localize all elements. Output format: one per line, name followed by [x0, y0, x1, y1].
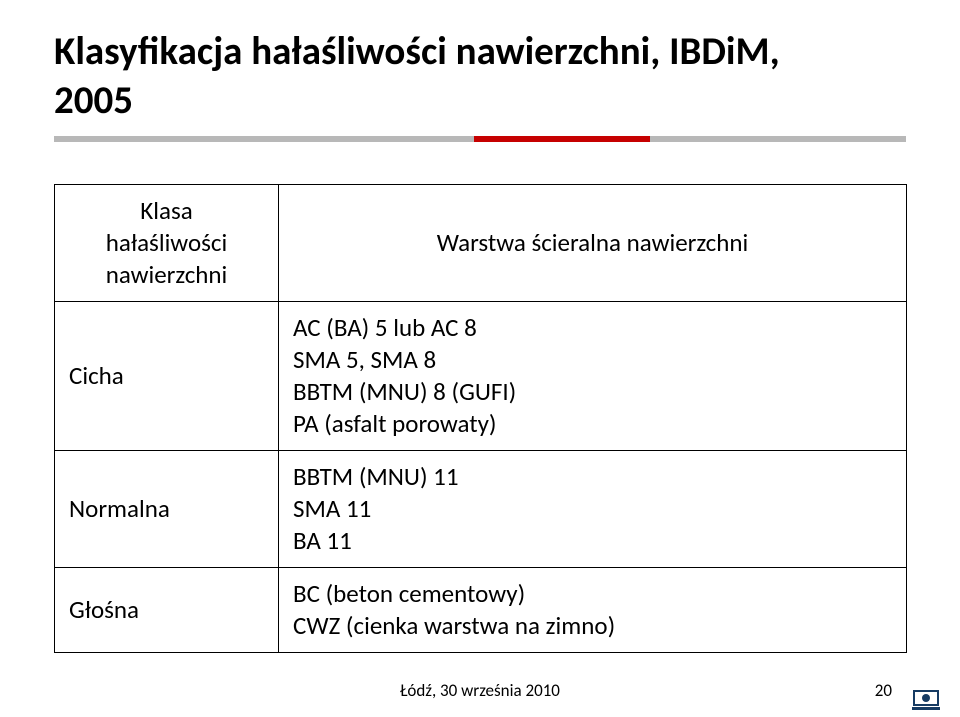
table-row: Cicha AC (BA) 5 lub AC 8 SMA 5, SMA 8 BB…	[55, 301, 907, 450]
row1-line1: SMA 11	[293, 493, 371, 524]
accent-bar	[54, 136, 906, 142]
table-header-row: Klasa hałaśliwości nawierzchni Warstwa ś…	[55, 184, 907, 301]
logo-icon	[912, 687, 940, 711]
slide-title: Klasyfikacja hałaśliwości nawierzchni, I…	[54, 28, 906, 126]
header-left: Klasa hałaśliwości nawierzchni	[55, 184, 279, 301]
slide: Klasyfikacja hałaśliwości nawierzchni, I…	[0, 0, 960, 717]
row1-line0: BBTM (MNU) 11	[293, 461, 459, 492]
row0-line3: PA (asfalt porowaty)	[293, 408, 497, 439]
header-left-line3: nawierzchni	[106, 259, 228, 290]
row0-line1: SMA 5, SMA 8	[293, 344, 436, 375]
row2-line1: CWZ (cienka warstwa na zimno)	[293, 610, 615, 641]
accent-bar-red	[474, 136, 650, 142]
header-left-line1: Klasa	[140, 195, 192, 226]
title-line-2: 2005	[54, 77, 133, 124]
row-content-0: AC (BA) 5 lub AC 8 SMA 5, SMA 8 BBTM (MN…	[279, 301, 907, 450]
title-line-1: Klasyfikacja hałaśliwości nawierzchni, I…	[54, 28, 780, 75]
row0-line2: BBTM (MNU) 8 (GUFI)	[293, 376, 516, 407]
header-left-line2: hałaśliwości	[106, 227, 227, 258]
footer-text: Łódź, 30 września 2010	[0, 680, 960, 701]
table-row: Głośna BC (beton cementowy) CWZ (cienka …	[55, 567, 907, 652]
row-label-1: Normalna	[55, 450, 279, 567]
row-content-2: BC (beton cementowy) CWZ (cienka warstwa…	[279, 567, 907, 652]
row-content-1: BBTM (MNU) 11 SMA 11 BA 11	[279, 450, 907, 567]
row2-line0: BC (beton cementowy)	[293, 578, 525, 609]
header-right-text: Warstwa ścieralna nawierzchni	[437, 227, 749, 258]
row-label-0: Cicha	[55, 301, 279, 450]
header-right: Warstwa ścieralna nawierzchni	[279, 184, 907, 301]
classification-table: Klasa hałaśliwości nawierzchni Warstwa ś…	[54, 184, 907, 653]
row1-line2: BA 11	[293, 525, 352, 556]
row0-line0: AC (BA) 5 lub AC 8	[293, 312, 477, 343]
page-number: 20	[875, 680, 892, 701]
table-row: Normalna BBTM (MNU) 11 SMA 11 BA 11	[55, 450, 907, 567]
row-label-2: Głośna	[55, 567, 279, 652]
